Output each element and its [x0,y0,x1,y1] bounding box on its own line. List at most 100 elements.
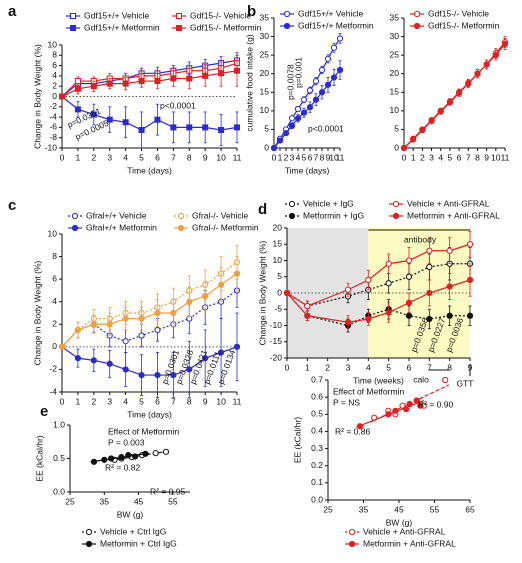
x-tick-label: 45 [394,504,404,514]
x-tick-label: 1 [76,396,81,406]
x-tick-label: 3 [107,396,112,406]
x-tick-label: 10 [329,152,339,162]
panel-label: e [40,403,48,420]
marker [122,80,129,87]
legend-label: Gdf15-/- Vehicle [428,8,489,18]
marker [234,67,240,74]
y-tick-label: 35 [390,12,400,22]
marker [74,326,82,334]
x-tick-label: 8 [187,396,192,406]
y-tick-label: 0.0 [311,494,323,504]
legend-label: Gfral-/- Metformin [192,222,259,232]
y-tick-label: 5 [394,124,399,134]
legend-marker [70,25,76,31]
legend-marker [70,13,76,19]
x-tick-label: 9 [203,152,208,162]
annotation: p<0.0001 [308,123,344,133]
y-tick-label: 6 [52,60,57,70]
marker [154,309,161,317]
annotation: R² = 0.95 [150,486,185,496]
marker [413,397,420,404]
x-tick-label: 6 [155,396,160,406]
annotation: R² = 0.90 [418,399,453,409]
marker [233,270,241,277]
marker [300,109,308,116]
marker [59,93,65,100]
x-tick-label: 5 [386,362,391,372]
marker [419,127,426,134]
marker [405,299,413,306]
marker [318,89,326,96]
legend-marker [177,212,185,220]
x-tick-label: 9 [468,362,473,372]
x-axis-label: BW (g) [386,517,413,527]
marker [446,99,454,106]
marker [234,124,240,131]
x-tick-label: 5 [139,152,144,162]
marker [118,454,125,461]
marker [356,423,364,430]
x-tick-label: 11 [233,396,242,406]
y-tick-label: -4 [49,111,57,121]
y-tick-label: 2 [52,319,57,329]
marker [202,124,209,131]
x-tick-label: 0 [60,152,65,162]
marker [304,302,311,310]
y-tick-label: 30 [260,31,270,41]
x-tick-label: 4 [366,362,371,372]
legend-marker [348,528,356,536]
marker [270,144,278,152]
x-tick-label: 8 [475,152,480,162]
y-axis-label: cumulative food intake (g) [244,34,254,131]
x-tick-label: 1 [305,362,310,372]
panel-label: a [8,3,17,20]
series-line [61,273,238,348]
marker [294,115,302,122]
marker [426,315,433,323]
y-tick-label: 6 [52,273,57,283]
x-tick-label: 35 [100,496,110,506]
y-tick-label: 10 [48,228,58,238]
x-tick-label: 5 [139,396,144,406]
y-tick-label: 20 [390,68,400,78]
marker [218,126,225,133]
marker [426,263,433,271]
marker [483,61,490,68]
marker [318,66,326,74]
y-axis-label: Change in Body Weight (%) [32,44,42,149]
y-tick-label: 30 [390,31,400,41]
legend-label: Gdf15+/+ Vehicle [84,10,149,20]
y-tick-label: 0 [52,341,57,351]
chart: e 0.0 0.5 1.0 25 35 45 55 BW (g) EE (kCal/hr) Vehi… [34,403,190,548]
legend-marker [283,10,291,18]
y-tick-label: 0 [277,287,282,297]
y-tick-label: 0 [264,142,269,152]
marker [74,106,81,113]
x-tick-label: 0 [285,362,290,372]
x-tick-label: 6 [155,152,160,162]
legend-label: Gfral-/- Vehicle [192,210,248,220]
marker [304,312,311,319]
marker [288,122,296,129]
marker [336,35,344,42]
legend-marker [392,200,400,208]
legend-label: Metformin + Anti-GFRAL [363,538,456,548]
x-tick-label: 45 [134,496,144,506]
y-tick-label: 4 [52,70,57,80]
marker [138,332,145,339]
x-tick-label: 2 [420,152,425,162]
x-tick-label: 7 [171,152,176,162]
marker [330,44,338,51]
x-tick-label: 8 [320,152,325,162]
marker [385,280,392,287]
marker [406,400,413,408]
marker [455,89,463,97]
panel-label: d [258,201,267,218]
marker [426,289,433,297]
marker [405,257,413,264]
marker [108,455,115,462]
marker [170,124,177,131]
x-tick-label: 3 [346,362,351,372]
x-tick-label: 55 [168,496,178,506]
marker [138,371,145,379]
